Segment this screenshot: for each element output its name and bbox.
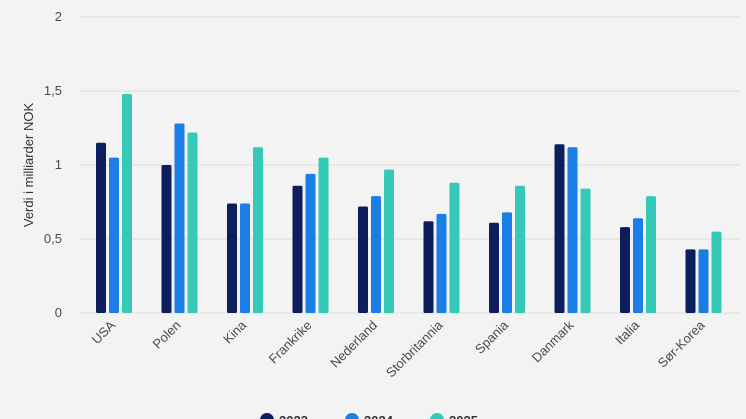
bar-2023-italia[interactable] [620,227,630,313]
y-tick-label: 1,5 [44,83,62,98]
x-tick-label: Danmark [529,317,577,365]
x-tick-label: Polen [150,318,184,352]
bar-2025-frankrike[interactable] [318,157,329,313]
x-tick-label: Italia [612,317,643,348]
legend-label: 2024 [364,413,394,419]
bar-2025-nederland[interactable] [384,169,394,313]
bar-2025-sør-korea[interactable] [711,231,722,313]
bar-2024-polen[interactable] [174,123,185,313]
legend-label: 2023 [279,413,308,419]
legend-label: 2025 [449,413,478,419]
bar-2024-frankrike[interactable] [305,173,316,313]
legend-item-2023[interactable]: 2023 [260,413,308,419]
x-tick-label: Storbritannia [383,317,446,380]
legend-item-2024[interactable]: 2024 [345,413,394,419]
legend-item-2025[interactable]: 2025 [430,413,478,419]
bars [96,93,722,314]
bar-2024-storbritannia[interactable] [436,213,447,313]
x-tick-label: Nederland [327,318,380,371]
bar-2023-spania[interactable] [489,222,499,313]
bar-2024-usa[interactable] [109,157,119,313]
x-tick-label: USA [89,317,119,347]
y-axis-label: Verdi i milliarder NOK [21,103,36,228]
x-tick-label: Kina [220,317,250,347]
bar-2024-danmark[interactable] [567,147,578,313]
bar-2025-kina[interactable] [253,147,263,313]
bar-2025-spania[interactable] [515,185,525,313]
y-tick-label: 2 [55,9,62,24]
y-tick-label: 1 [55,157,62,172]
legend-swatch [260,413,274,419]
bar-2024-sør-korea[interactable] [698,249,709,313]
y-tick-label: 0 [55,305,62,320]
bar-2023-usa[interactable] [96,142,106,313]
bar-2024-spania[interactable] [502,212,512,313]
y-axis-ticks: 0 0,5 1 1,5 2 [44,9,62,320]
legend[interactable]: 2023 2024 2025 [260,413,478,419]
bar-2024-kina[interactable] [240,203,250,313]
bar-2025-storbritannia[interactable] [449,182,460,313]
x-tick-label: Spania [472,317,512,357]
bar-2023-frankrike[interactable] [292,185,303,313]
bar-2025-italia[interactable] [646,196,656,313]
bar-2023-storbritannia[interactable] [423,221,434,313]
bar-2025-danmark[interactable] [580,188,591,313]
x-axis-ticks: USA Polen Kina Frankrike Nederland Storbritan… [89,317,709,380]
x-tick-label: Frankrike [266,318,315,367]
bar-2023-polen[interactable] [161,165,172,313]
bar-2023-kina[interactable] [227,203,237,313]
bar-2025-polen[interactable] [187,132,198,313]
bar-2023-sør-korea[interactable] [685,249,696,313]
legend-swatch [345,413,359,419]
bar-2024-italia[interactable] [633,218,643,313]
bar-2023-nederland[interactable] [358,206,368,313]
bar-2023-danmark[interactable] [554,144,565,313]
legend-swatch [430,413,444,419]
x-tick-label: Sør-Korea [655,317,709,371]
bar-2024-nederland[interactable] [371,196,381,313]
bar-2025-usa[interactable] [122,93,132,314]
y-tick-label: 0,5 [44,231,62,246]
